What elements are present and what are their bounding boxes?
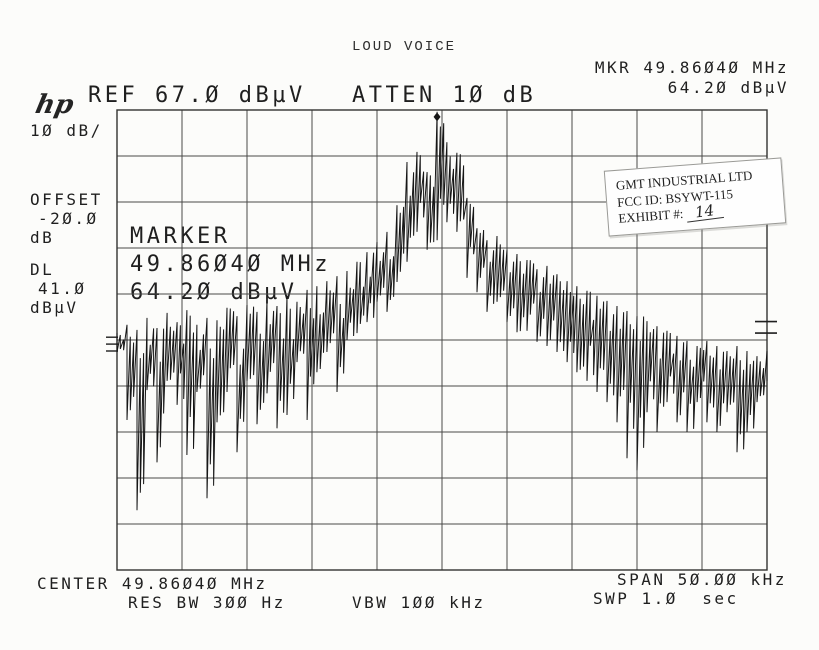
marker-block-level: 64.2Ø dBµV <box>130 280 298 305</box>
display-line-ticks <box>755 320 777 334</box>
offset-value: -2Ø.Ø <box>38 209 99 228</box>
atten-label: ATTEN 1Ø dB <box>352 83 537 108</box>
marker-readout-level: 64.2Ø dBµV <box>667 78 789 97</box>
sweep-label: SWP 1.Ø sec <box>593 589 739 608</box>
center-freq-label: CENTER 49.86Ø4Ø MHz <box>37 574 268 593</box>
span-label: SPAN 5Ø.ØØ kHz <box>617 570 787 589</box>
marker-symbol <box>433 112 441 122</box>
trace-start-stubs <box>106 336 118 352</box>
res-bw-label: RES BW 3ØØ Hz <box>128 593 286 612</box>
vbw-label: VBW 1ØØ kHz <box>352 593 486 612</box>
spectrum-trace <box>116 111 768 511</box>
sticker-exhibit-number: 14 <box>685 201 725 223</box>
marker-readout-freq: MKR 49.86Ø4Ø MHz <box>594 58 789 77</box>
page-title: LOUD VOICE <box>352 39 457 55</box>
exhibit-sticker: GMT INDUSTRIAL LTD FCC ID: BSYWT-115 EXH… <box>603 157 787 237</box>
offset-label: OFFSET <box>30 190 103 209</box>
marker-block-title: MARKER <box>130 224 231 249</box>
display-line-value: 41.Ø <box>38 279 87 298</box>
marker-block-freq: 49.86Ø4Ø MHz <box>130 252 331 277</box>
ref-level-label: REF 67.Ø dBµV <box>88 83 306 108</box>
scale-per-div-label: 1Ø dB/ <box>30 121 103 140</box>
offset-unit: dB <box>30 228 55 247</box>
display-line-unit: dBµV <box>30 298 79 317</box>
display-line-label: DL <box>30 260 55 279</box>
